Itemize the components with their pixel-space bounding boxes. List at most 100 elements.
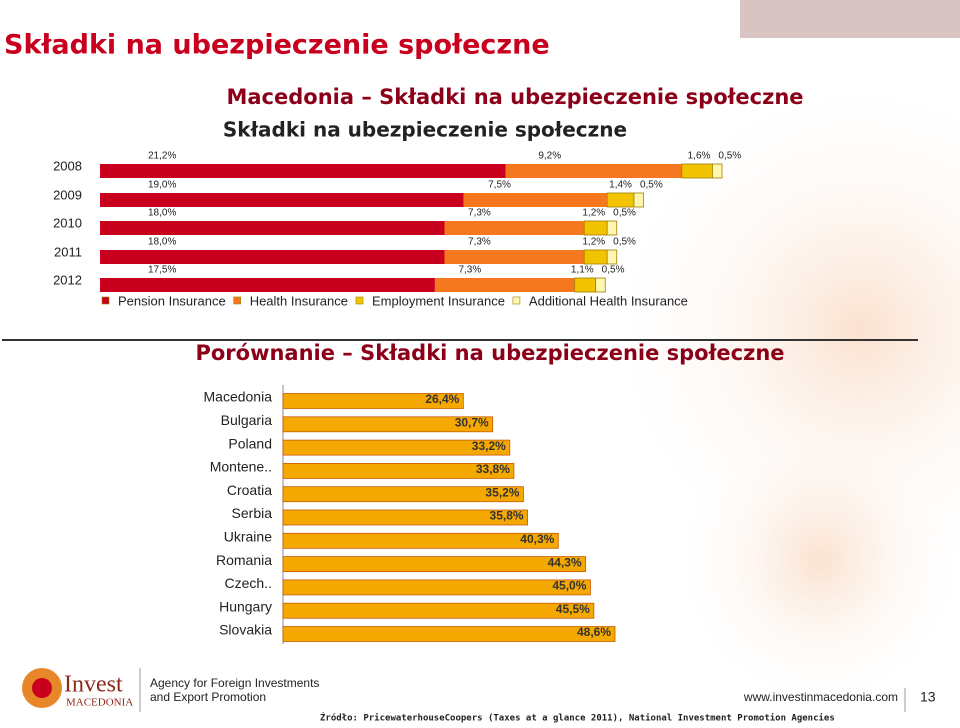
bar xyxy=(282,532,559,549)
bar xyxy=(282,509,528,526)
legend-swatch xyxy=(233,296,241,305)
bar-segment xyxy=(100,193,464,207)
data-label: 7,3% xyxy=(468,237,491,248)
legend-label: Pension Insurance xyxy=(118,293,226,308)
bar-segment xyxy=(712,163,723,179)
bar-segment xyxy=(574,277,597,293)
bar xyxy=(282,556,587,572)
bar xyxy=(282,626,616,642)
bar xyxy=(282,416,494,433)
y-tick-label: Montene.. xyxy=(210,459,272,475)
logo-icon xyxy=(32,678,52,698)
data-label: 1,6% xyxy=(688,151,711,162)
data-label: 48,6% xyxy=(577,625,611,639)
data-label: 0,5% xyxy=(718,151,741,162)
bar-segment xyxy=(583,249,608,265)
data-label: 35,2% xyxy=(485,485,519,499)
agency-name: Agency for Foreign Investments xyxy=(150,676,319,690)
bar-segment xyxy=(100,221,445,235)
bar-segment xyxy=(505,164,682,178)
bar-segment xyxy=(606,249,618,265)
data-label: 45,0% xyxy=(552,579,586,593)
y-tick-label: Hungary xyxy=(219,598,272,614)
chart-title: Porównanie – Składki na ubezpieczenie sp… xyxy=(195,341,784,365)
bar-segment xyxy=(444,250,585,264)
data-label: 0,5% xyxy=(613,237,636,248)
legend-label: Employment Insurance xyxy=(372,293,505,308)
data-label: 33,8% xyxy=(476,462,510,476)
slide-title: Składki na ubezpieczenie społeczne xyxy=(4,30,550,61)
decoration xyxy=(670,410,960,710)
logo-text: Invest xyxy=(64,672,123,698)
website: www.investinmacedonia.com xyxy=(743,690,898,704)
data-label: 45,5% xyxy=(556,602,590,616)
data-label: 1,2% xyxy=(582,237,605,248)
data-label: 40,3% xyxy=(520,532,554,546)
data-label: 0,5% xyxy=(602,265,625,276)
bar-segment xyxy=(633,192,644,208)
decoration xyxy=(740,0,960,38)
y-tick-label: Czech.. xyxy=(225,575,272,591)
data-label: 7,3% xyxy=(468,208,491,219)
bar-segment xyxy=(583,220,608,236)
data-label: 0,5% xyxy=(640,180,663,191)
y-tick-label: 2008 xyxy=(53,158,82,173)
data-label: 35,8% xyxy=(490,509,524,523)
data-label: 18,0% xyxy=(148,237,176,248)
y-tick-label: 2011 xyxy=(54,244,82,259)
legend-swatch xyxy=(512,296,521,305)
bar-segment xyxy=(595,277,606,293)
bar xyxy=(282,393,464,409)
bar xyxy=(282,486,524,503)
data-label: 1,1% xyxy=(571,265,594,276)
data-label: 19,0% xyxy=(148,180,176,191)
source-note: Źródło: PricewaterhouseCoopers (Taxes at… xyxy=(320,712,835,724)
bar-segment xyxy=(444,221,585,235)
data-label: 9,2% xyxy=(538,151,561,162)
bar-segment xyxy=(463,193,608,207)
data-label: 30,7% xyxy=(455,415,489,429)
logo-subtext: MACEDONIA xyxy=(66,697,133,709)
y-tick-label: Poland xyxy=(228,435,272,451)
y-tick-label: Bulgaria xyxy=(221,412,273,428)
bar-segment xyxy=(100,250,445,264)
bar-segment xyxy=(100,164,506,178)
bar-segment xyxy=(606,220,618,236)
bar xyxy=(282,439,511,456)
bar-segment xyxy=(606,192,635,208)
agency-name: and Export Promotion xyxy=(150,690,266,704)
data-label: 1,4% xyxy=(609,180,632,191)
data-label: 7,3% xyxy=(458,265,481,276)
data-label: 18,0% xyxy=(148,208,176,219)
legend-swatch xyxy=(355,296,364,305)
y-tick-label: 2010 xyxy=(53,215,82,230)
y-tick-label: Serbia xyxy=(232,505,273,521)
bar-segment xyxy=(434,278,575,292)
data-label: 21,2% xyxy=(148,151,176,162)
y-tick-label: Slovakia xyxy=(219,622,272,638)
data-label: 1,2% xyxy=(582,208,605,219)
legend-label: Health Insurance xyxy=(250,293,348,308)
bar-segment xyxy=(100,278,435,292)
data-label: 7,5% xyxy=(488,180,511,191)
y-tick-label: 2012 xyxy=(53,272,82,287)
y-tick-label: Romania xyxy=(216,552,272,568)
data-label: 26,4% xyxy=(425,392,459,406)
y-tick-label: Ukraine xyxy=(224,529,272,545)
legend-label: Additional Health Insurance xyxy=(529,293,688,308)
y-tick-label: 2009 xyxy=(53,187,82,202)
data-label: 33,2% xyxy=(472,439,506,453)
page-number: 13 xyxy=(920,689,936,705)
bar xyxy=(282,602,595,619)
data-label: 44,3% xyxy=(548,555,582,569)
chart-subtitle: Składki na ubezpieczenie społeczne xyxy=(223,118,627,142)
bar xyxy=(282,579,591,596)
y-tick-label: Croatia xyxy=(227,482,272,498)
bar xyxy=(282,462,515,479)
bar-segment xyxy=(681,163,713,179)
chart-title: Macedonia – Składki na ubezpieczenie spo… xyxy=(226,85,803,109)
data-label: 17,5% xyxy=(148,265,176,276)
legend-swatch xyxy=(101,296,110,305)
data-label: 0,5% xyxy=(613,208,636,219)
